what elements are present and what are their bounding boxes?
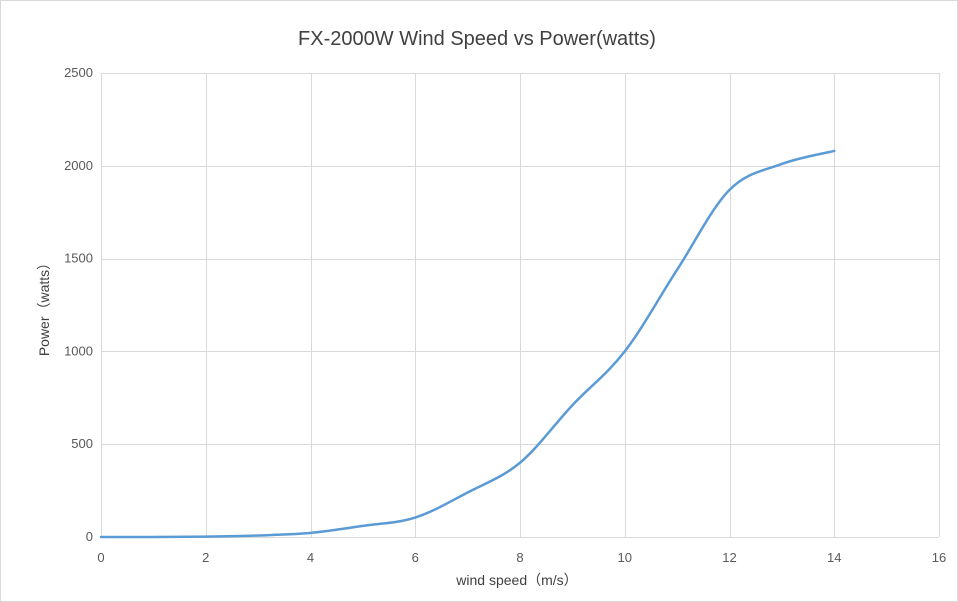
chart-title: FX-2000W Wind Speed vs Power(watts) <box>298 28 656 50</box>
y-axis-label: Power（watts） <box>36 256 52 356</box>
x-tick-label: 10 <box>618 550 632 565</box>
x-tick-labels: 0 2 4 6 8 10 12 14 16 <box>97 550 946 565</box>
y-tick-labels: 0 500 1000 1500 2000 2500 <box>64 65 93 544</box>
x-tick-label: 2 <box>202 550 209 565</box>
x-tick-label: 8 <box>516 550 523 565</box>
y-tick-label: 2500 <box>64 65 93 80</box>
x-tick-label: 4 <box>307 550 314 565</box>
series-layer <box>99 149 836 539</box>
y-tick-label: 1000 <box>64 343 93 358</box>
x-tick-label: 12 <box>722 550 736 565</box>
y-tick-label: 500 <box>71 436 93 451</box>
x-tick-label: 6 <box>412 550 419 565</box>
y-tick-label: 2000 <box>64 158 93 173</box>
y-tick-label: 1500 <box>64 251 93 266</box>
y-tick-label: 0 <box>86 529 93 544</box>
x-tick-label: 16 <box>932 550 946 565</box>
x-tick-label: 0 <box>97 550 104 565</box>
x-tick-label: 14 <box>827 550 841 565</box>
grid-layer <box>101 73 940 538</box>
series-line <box>99 149 836 539</box>
x-axis-label: wind speed（m/s） <box>455 572 577 588</box>
